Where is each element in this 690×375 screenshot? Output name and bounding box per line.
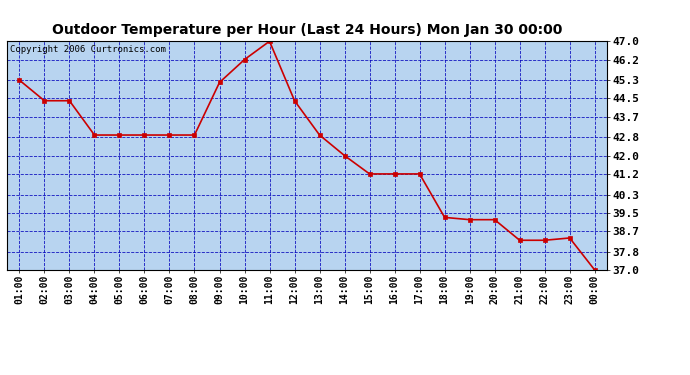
Title: Outdoor Temperature per Hour (Last 24 Hours) Mon Jan 30 00:00: Outdoor Temperature per Hour (Last 24 Ho… — [52, 23, 562, 37]
Text: Copyright 2006 Curtronics.com: Copyright 2006 Curtronics.com — [10, 45, 166, 54]
